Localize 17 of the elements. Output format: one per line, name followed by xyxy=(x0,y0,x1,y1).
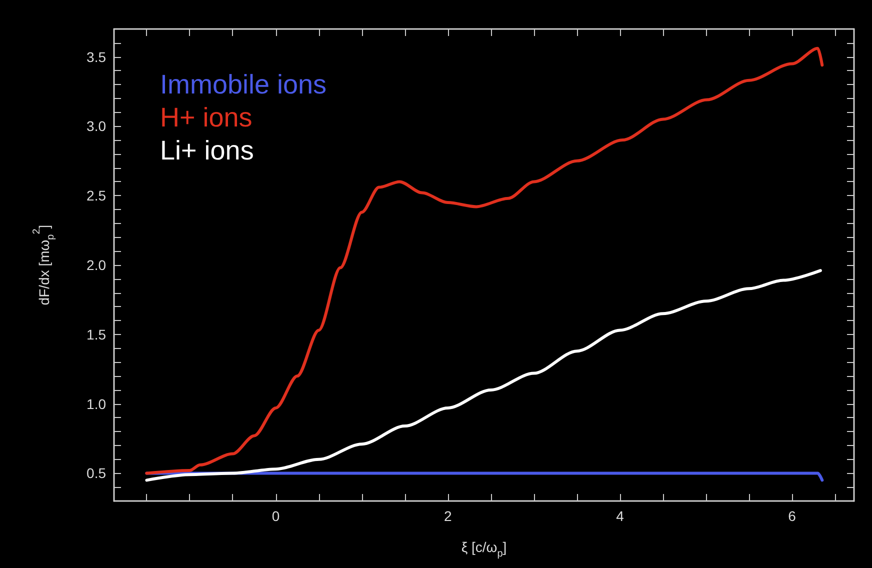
y-tick-label: 2.5 xyxy=(86,188,106,204)
text: H+ ions xyxy=(160,102,252,132)
text: Immobile ions xyxy=(160,70,327,100)
line-series xyxy=(145,269,822,482)
y-axis-title: dF/dx [mωp2] xyxy=(32,224,56,306)
x-tick-label: 4 xyxy=(616,508,624,524)
y-tick-label: 2.0 xyxy=(86,257,106,273)
y-tick-label: 1.5 xyxy=(86,326,106,342)
text: Li+ ions xyxy=(160,136,254,166)
y-tick-label: 3.5 xyxy=(86,48,106,65)
x-tick-label: 2 xyxy=(444,508,452,524)
x-tick-label: 0 xyxy=(272,508,280,524)
x-tick-label: 6 xyxy=(788,508,796,524)
y-tick-label: 1.0 xyxy=(86,396,106,412)
y-tick-label: 0.5 xyxy=(86,465,106,482)
line-series xyxy=(145,46,824,475)
y-tick-label: 3.0 xyxy=(86,118,106,134)
